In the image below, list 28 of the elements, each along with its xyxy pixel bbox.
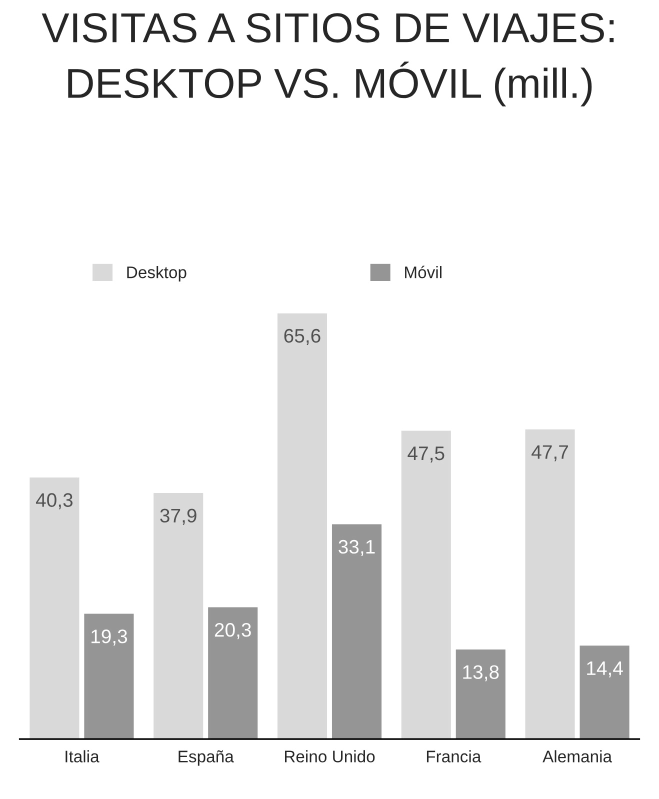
- data-label: 19,3: [92, 630, 128, 646]
- x-tick-label: España: [178, 750, 234, 766]
- bar: [277, 313, 328, 740]
- bar: [332, 524, 382, 740]
- data-label: 65,6: [284, 328, 320, 345]
- legend-label: Desktop: [127, 266, 186, 282]
- x-tick-label: Alemania: [542, 750, 612, 762]
- bar: [456, 649, 506, 740]
- bar: [401, 430, 451, 740]
- data-label: 47,5: [408, 446, 444, 462]
- bar: [580, 646, 630, 740]
- data-label: 20,3: [214, 623, 251, 640]
- x-tick-label: Italia: [66, 750, 100, 762]
- data-label: 37,9: [160, 508, 196, 525]
- data-label: 14,4: [587, 662, 623, 678]
- bar: [30, 477, 80, 740]
- bar: [208, 607, 258, 740]
- data-label: 47,7: [532, 445, 568, 462]
- x-tick-label: Francia: [426, 750, 482, 762]
- bar: [154, 493, 204, 740]
- data-label: 40,3: [36, 493, 73, 510]
- chart-title: VISITAS A SITIOS DE VIAJES: DESKTOP VS. MÓVIL (mill.): [42, 13, 614, 106]
- bar: [525, 429, 575, 740]
- data-label: 13,8: [463, 665, 499, 682]
- x-tick-label: Reino Unido: [285, 750, 375, 762]
- bar: [84, 614, 134, 740]
- legend-label: Móvil: [405, 266, 442, 278]
- data-label: 33,1: [338, 540, 375, 556]
